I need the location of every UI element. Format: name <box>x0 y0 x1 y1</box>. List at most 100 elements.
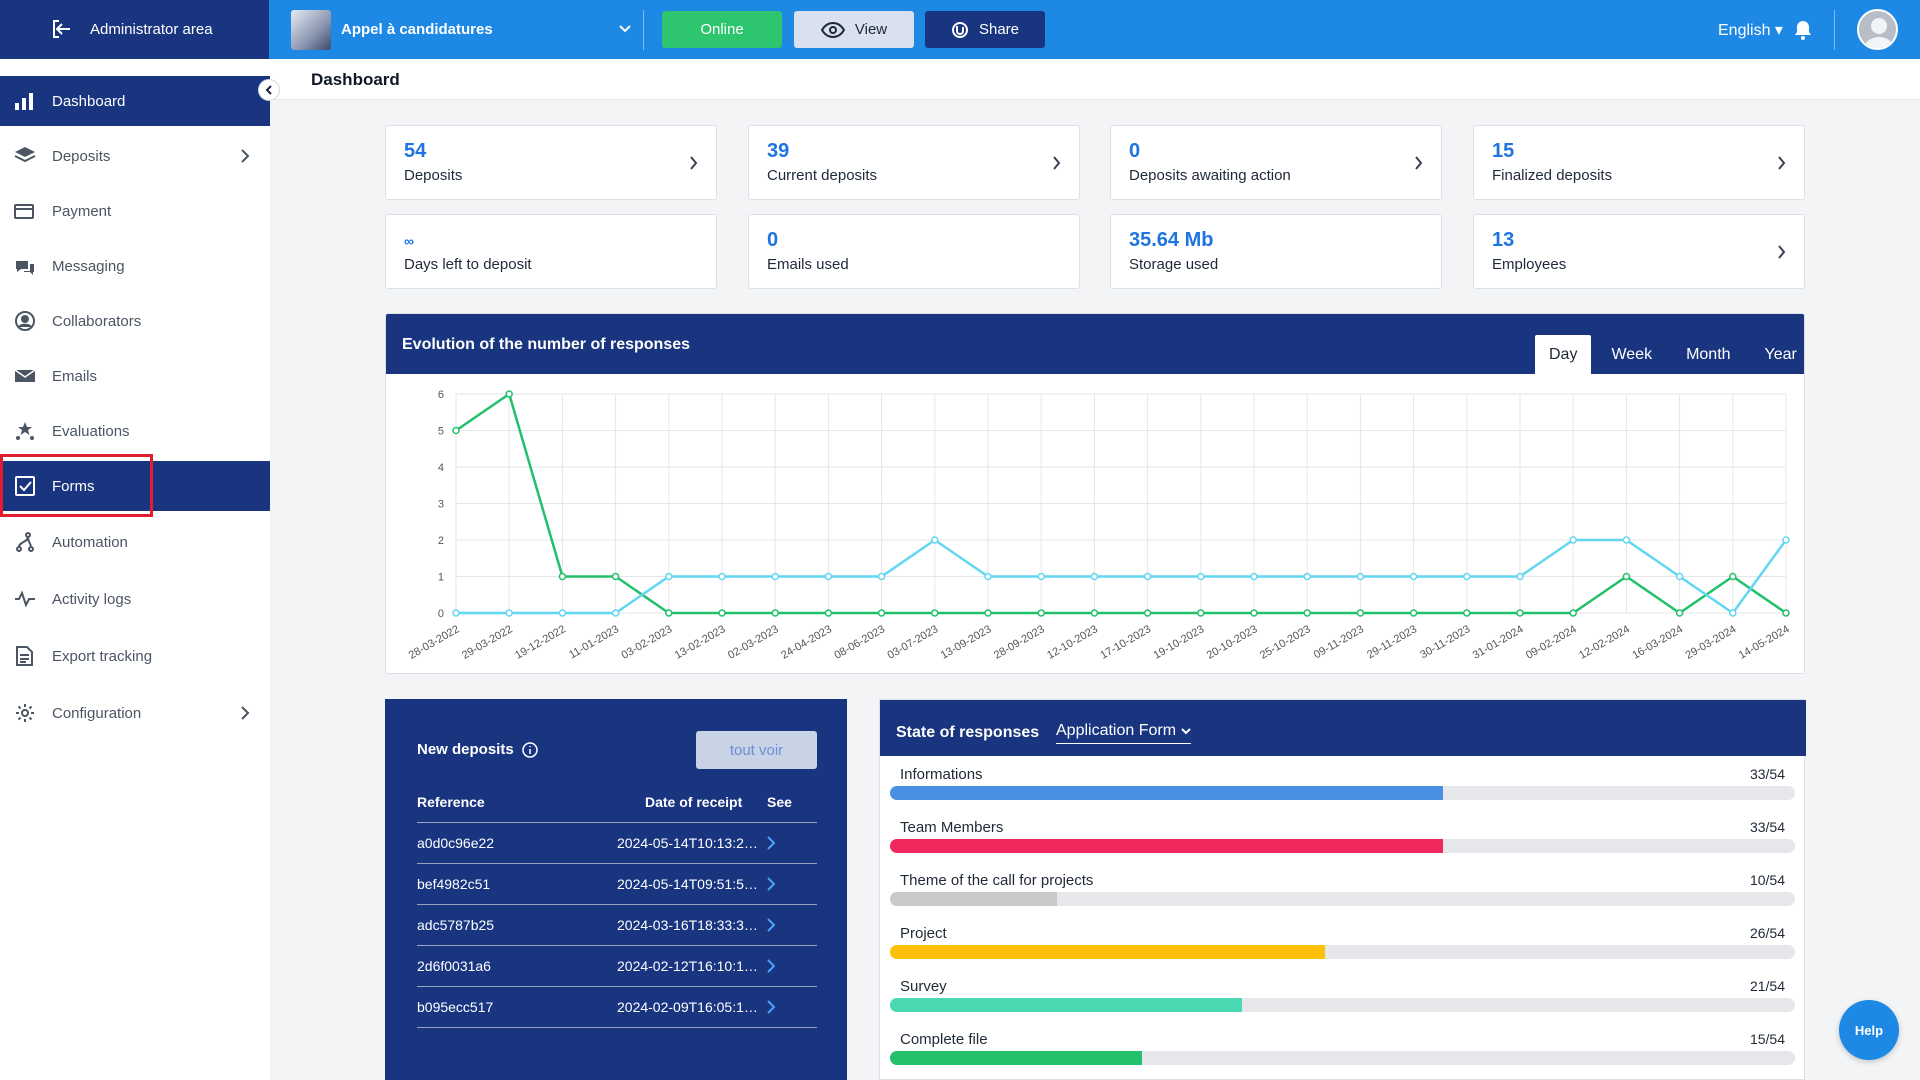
tab-day[interactable]: Day <box>1535 335 1592 374</box>
stat-card-finalized-deposits[interactable]: 15 Finalized deposits <box>1473 125 1805 200</box>
stat-card-deposits[interactable]: 54 Deposits <box>385 125 717 200</box>
online-button[interactable]: Online <box>662 11 782 48</box>
sidebar-item-export-tracking[interactable]: Export tracking <box>0 631 270 681</box>
see-all-button[interactable]: tout voir <box>696 731 817 769</box>
bell-icon[interactable] <box>1794 20 1812 40</box>
x-tick-label: 14-05-2024 <box>1737 623 1792 662</box>
series-1-point <box>505 390 513 398</box>
progress-track <box>890 945 1795 959</box>
progress-value: 26/54 <box>1749 925 1785 941</box>
sidebar-item-payment[interactable]: Payment <box>0 186 270 236</box>
series-2-point <box>984 572 992 581</box>
info-icon[interactable] <box>522 742 538 758</box>
stat-label: Deposits awaiting action <box>1129 167 1291 184</box>
series-2-point <box>718 572 726 581</box>
series-2-point <box>1622 536 1631 544</box>
sidebar-item-activity-logs[interactable]: Activity logs <box>0 574 270 624</box>
new-deposits-title: New deposits <box>417 741 514 758</box>
sidebar-item-forms[interactable]: Forms <box>0 461 270 511</box>
sidebar-item-collaborators[interactable]: Collaborators <box>0 296 270 346</box>
stat-card-employees[interactable]: 13 Employees <box>1473 214 1805 289</box>
stat-label: Finalized deposits <box>1492 167 1613 184</box>
chevron-right-icon <box>1415 156 1423 170</box>
divider <box>643 10 644 50</box>
pulse-icon <box>15 590 35 608</box>
sidebar-item-deposits[interactable]: Deposits <box>0 131 270 181</box>
response-progress-row: Complete file 15/54 <box>890 1023 1795 1073</box>
series-2-point <box>1250 572 1258 581</box>
stat-card-current-deposits[interactable]: 39 Current deposits <box>748 125 1080 200</box>
sidebar-item-messaging[interactable]: Messaging <box>0 241 270 291</box>
stat-card-awaiting-action[interactable]: 0 Deposits awaiting action <box>1110 125 1442 200</box>
admin-area-label: Administrator area <box>90 21 213 38</box>
x-tick-label: 17-10-2023 <box>1098 623 1153 662</box>
sidebar-item-automation[interactable]: Automation <box>0 517 270 567</box>
view-button[interactable]: View <box>794 11 914 48</box>
x-tick-label: 30-11-2023 <box>1418 623 1472 661</box>
page-title: Dashboard <box>311 70 400 89</box>
progress-label: Informations <box>900 766 983 783</box>
project-selector[interactable]: Appel à candidatures <box>279 0 643 59</box>
user-avatar[interactable] <box>1857 9 1898 50</box>
deposit-reference: a0d0c96e22 <box>417 835 495 851</box>
sidebar-item-evaluations[interactable]: Evaluations <box>0 406 270 456</box>
checkbox-icon <box>15 476 35 496</box>
state-header: State of responses Application Form <box>880 700 1806 756</box>
sidebar: Dashboard Deposits Payment Messaging Col… <box>0 59 270 1080</box>
series-1-point <box>1516 609 1524 617</box>
chevron-right-icon[interactable] <box>767 836 775 850</box>
tab-year[interactable]: Year <box>1764 345 1797 363</box>
project-logo <box>291 9 331 50</box>
help-button[interactable]: Help <box>1839 1000 1899 1060</box>
progress-label: Complete file <box>900 1031 988 1048</box>
x-tick-label: 29-03-2022 <box>460 623 515 662</box>
tab-week[interactable]: Week <box>1611 345 1653 363</box>
sidebar-item-dashboard[interactable]: Dashboard <box>0 76 270 126</box>
series-1-point <box>1303 609 1311 617</box>
chevron-right-icon[interactable] <box>767 877 775 891</box>
sidebar-collapse-button[interactable] <box>258 79 280 101</box>
chevron-right-icon[interactable] <box>767 1000 775 1014</box>
stat-value: 54 <box>404 140 427 162</box>
sidebar-item-label: Messaging <box>52 257 125 275</box>
credit-card-icon <box>14 204 34 219</box>
flow-icon <box>16 532 34 552</box>
administrator-area-link[interactable]: Administrator area <box>0 0 269 59</box>
share-button[interactable]: Share <box>925 11 1045 48</box>
progress-value: 10/54 <box>1749 872 1785 888</box>
tab-month[interactable]: Month <box>1686 345 1731 363</box>
language-selector[interactable]: English ▾ <box>1718 22 1783 39</box>
divider <box>417 822 817 823</box>
series-2-point <box>1037 572 1045 581</box>
response-progress-row: Theme of the call for projects 10/54 <box>890 864 1795 914</box>
series-1-point <box>1090 609 1099 617</box>
form-select[interactable]: Application Form <box>1056 722 1192 744</box>
sidebar-item-configuration[interactable]: Configuration <box>0 688 270 738</box>
stat-value: ∞ <box>404 233 414 249</box>
chevron-right-icon <box>1053 156 1061 170</box>
project-name: Appel à candidatures <box>341 21 493 38</box>
column-header-date: Date of receipt <box>645 794 743 810</box>
sidebar-item-label: Automation <box>52 533 128 551</box>
state-title: State of responses <box>896 724 1040 741</box>
x-tick-label: 31-01-2024 <box>1471 623 1526 662</box>
x-tick-label: 28-09-2023 <box>992 623 1047 662</box>
chevron-right-icon[interactable] <box>767 918 775 932</box>
view-label: View <box>854 21 888 38</box>
progress-label: Team Members <box>900 819 1004 836</box>
top-bar: Administrator area Appel à candidatures … <box>0 0 1920 59</box>
sidebar-item-emails[interactable]: Emails <box>0 351 270 401</box>
period-tabs: Day Week Month Year <box>1535 335 1804 374</box>
progress-value: 15/54 <box>1749 1031 1785 1047</box>
series-1-point <box>1622 572 1631 581</box>
series-2-point <box>771 572 779 581</box>
series-2-point <box>611 609 620 617</box>
sidebar-item-label: Emails <box>52 367 98 385</box>
stat-card-storage-used: 35.64 Mb Storage used <box>1110 214 1442 289</box>
series-2-point <box>1516 572 1524 581</box>
series-1-point <box>1463 609 1471 617</box>
column-header-reference: Reference <box>417 794 485 810</box>
chevron-right-icon[interactable] <box>767 959 775 973</box>
stars-icon <box>16 422 34 440</box>
series-2-point <box>505 609 513 617</box>
